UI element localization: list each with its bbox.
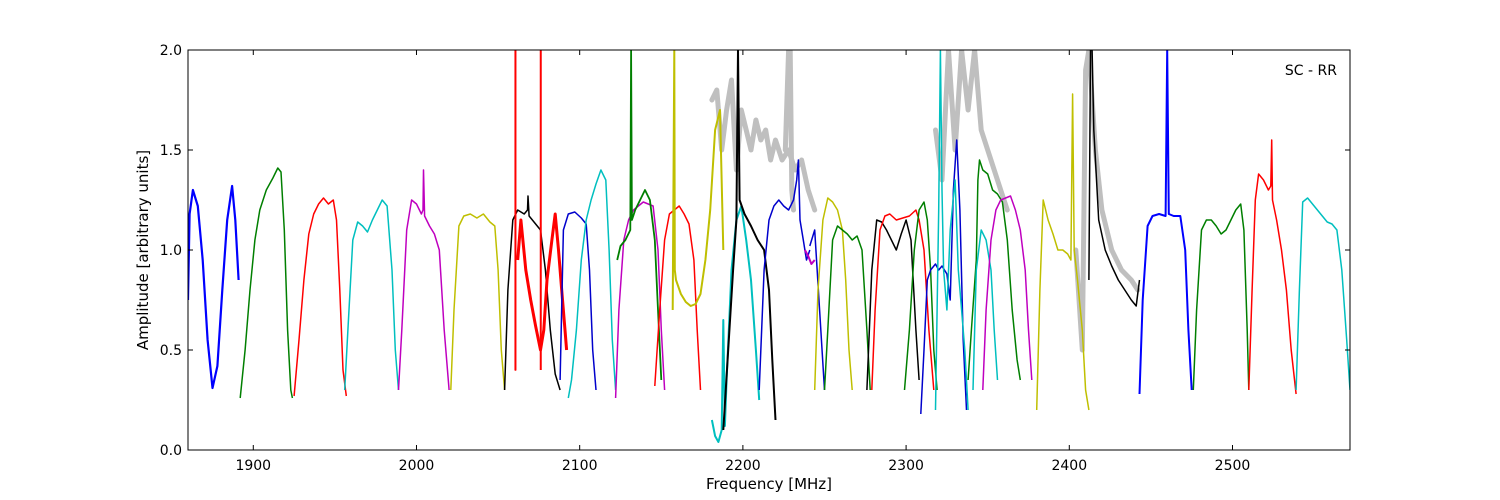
series-line-10 <box>559 211 597 391</box>
series-line-33 <box>1138 50 1193 395</box>
series-line-22 <box>823 225 871 391</box>
series-line-8 <box>516 212 569 352</box>
series-line-3 <box>343 199 400 391</box>
x-tick-label: 2300 <box>888 458 924 474</box>
x-tick-label: 1900 <box>235 458 271 474</box>
x-axis-label: Frequency [MHz] <box>706 475 832 493</box>
series-line-30 <box>982 195 1033 391</box>
series-line-18 <box>758 159 811 391</box>
series-line-27 <box>934 50 969 411</box>
series-line-0 <box>188 184 240 390</box>
series-line-15 <box>671 50 725 311</box>
x-tick-label: 2100 <box>562 458 598 474</box>
series-line-6 <box>503 195 561 391</box>
x-tick-label: 2400 <box>1051 458 1087 474</box>
y-tick-label: 1.5 <box>160 143 182 159</box>
series-group <box>188 50 1350 443</box>
background-series-group <box>709 50 1141 353</box>
series-line-28 <box>967 159 1022 381</box>
series-line-29 <box>972 229 999 391</box>
series-line-12 <box>614 201 666 399</box>
series-line-20 <box>809 229 826 391</box>
series-line-11 <box>567 169 617 399</box>
series-line-36 <box>1295 197 1350 391</box>
series-line-2 <box>293 197 348 397</box>
series-line-1 <box>239 167 294 399</box>
series-line-21 <box>813 197 853 391</box>
series-line-5 <box>450 213 506 391</box>
series-line-13 <box>616 50 663 381</box>
y-axis-label: Amplitude [arbitrary units] <box>134 150 152 350</box>
y-axis: 0.0 0.5 1.0 1.5 2.0 <box>160 43 1350 459</box>
series-line-17 <box>722 50 777 431</box>
background-series-line-2 <box>933 50 1010 213</box>
series-line-23 <box>866 219 920 391</box>
series-line-24 <box>871 209 935 391</box>
series-line-9 <box>539 50 542 370</box>
background-series-line-3 <box>1073 50 1141 353</box>
series-line-31 <box>1035 93 1090 411</box>
series-line-26 <box>920 139 968 415</box>
series-line-25 <box>903 201 938 391</box>
y-tick-label: 0.5 <box>160 343 182 359</box>
series-line-4 <box>397 169 450 391</box>
x-tick-label: 2500 <box>1215 458 1251 474</box>
series-line-14 <box>654 205 702 391</box>
background-series-line-1 <box>782 50 796 213</box>
x-tick-label: 2000 <box>399 458 435 474</box>
x-axis: 1900 2000 2100 2200 2300 2400 2500 <box>235 50 1250 474</box>
y-tick-label: 2.0 <box>160 43 182 59</box>
y-tick-label: 0.0 <box>160 443 182 459</box>
series-line-35 <box>1248 139 1297 395</box>
annotation-label: SC - RR <box>1285 63 1337 79</box>
series-line-32 <box>1088 50 1141 307</box>
series-line-34 <box>1192 203 1250 391</box>
x-tick-label: 2200 <box>725 458 761 474</box>
y-tick-label: 1.0 <box>160 243 182 259</box>
series-line-19 <box>804 249 816 265</box>
series-line-7 <box>514 50 517 371</box>
